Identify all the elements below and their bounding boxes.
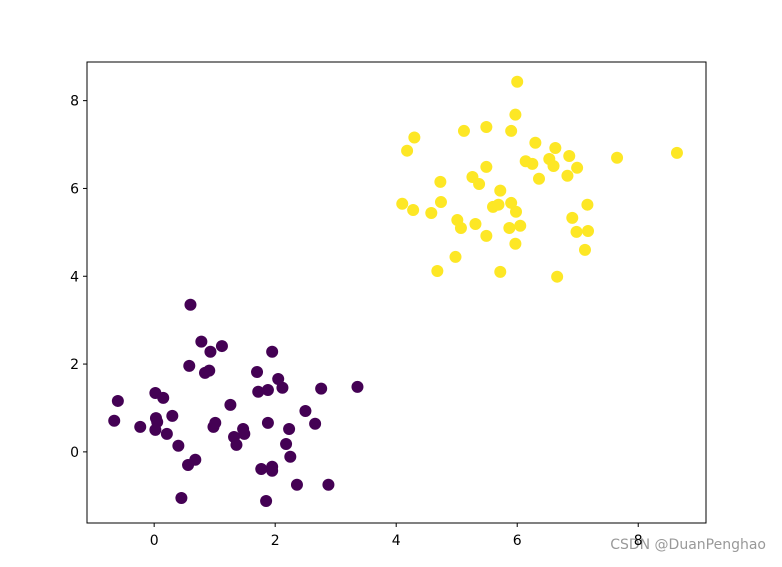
scatter-point <box>571 161 584 174</box>
scatter-point <box>166 409 179 422</box>
scatter-point <box>492 198 505 211</box>
scatter-point <box>509 108 522 121</box>
scatter-point <box>480 120 493 133</box>
scatter-point <box>434 196 447 209</box>
scatter-point <box>510 205 523 218</box>
scatter-point <box>284 450 297 463</box>
scatter-point <box>581 198 594 211</box>
scatter-point <box>511 75 524 88</box>
scatter-point <box>401 144 414 157</box>
scatter-point <box>238 427 251 440</box>
scatter-point <box>290 478 303 491</box>
scatter-point <box>549 142 562 155</box>
scatter-point <box>457 124 470 137</box>
scatter-point <box>611 151 624 164</box>
scatter-point <box>396 197 409 210</box>
scatter-point <box>473 178 486 191</box>
plot-frame <box>86 61 707 524</box>
scatter-point <box>670 146 683 159</box>
scatter-point <box>299 405 312 418</box>
scatter-point <box>570 225 583 238</box>
x-tick-label: 2 <box>271 533 280 549</box>
scatter-point <box>157 391 170 404</box>
scatter-point <box>261 416 274 429</box>
scatter-point <box>108 414 121 427</box>
scatter-point <box>184 298 197 311</box>
x-tick-label: 0 <box>150 533 159 549</box>
scatter-point <box>204 345 217 358</box>
scatter-point <box>469 218 482 231</box>
scatter-point <box>195 335 208 348</box>
x-tick-label: 4 <box>392 533 401 549</box>
y-tick-label: 6 <box>70 181 79 197</box>
scatter-point <box>505 124 518 137</box>
scatter-point <box>561 169 574 182</box>
scatter-point <box>351 380 364 393</box>
scatter-point <box>251 365 264 378</box>
scatter-point <box>526 157 539 170</box>
scatter-point <box>230 438 243 451</box>
scatter-point <box>260 495 273 508</box>
scatter-point <box>322 478 335 491</box>
scatter-point <box>505 196 518 209</box>
scatter-point <box>425 207 438 220</box>
scatter-point <box>551 270 564 283</box>
scatter-point <box>431 264 444 277</box>
scatter-point <box>134 420 147 433</box>
scatter-point <box>309 417 322 430</box>
scatter-point <box>547 160 560 173</box>
scatter-point <box>175 491 188 504</box>
y-tick-label: 4 <box>70 269 79 285</box>
scatter-point <box>566 211 579 224</box>
scatter-point <box>149 423 162 436</box>
scatter-point <box>494 184 507 197</box>
scatter-point <box>480 160 493 173</box>
scatter-point <box>280 437 293 450</box>
scatter-point <box>480 229 493 242</box>
scatter-point <box>532 172 545 185</box>
scatter-point <box>272 372 285 385</box>
scatter-point <box>509 237 522 250</box>
scatter-point <box>454 221 467 234</box>
scatter-point <box>408 131 421 144</box>
y-tick-label: 8 <box>70 94 79 110</box>
scatter-point <box>215 340 228 353</box>
scatter-point <box>283 423 296 436</box>
scatter-point <box>582 225 595 238</box>
scatter-point <box>266 464 279 477</box>
y-tick-label: 2 <box>70 357 79 373</box>
scatter-point <box>514 219 527 232</box>
scatter-point <box>160 427 173 440</box>
scatter-point <box>529 136 542 149</box>
scatter-point <box>183 359 196 372</box>
x-tick-label: 6 <box>513 533 522 549</box>
scatter-point <box>224 398 237 411</box>
x-tick-label: 8 <box>634 533 643 549</box>
scatter-point <box>172 439 185 452</box>
scatter-point <box>434 175 447 188</box>
scatter-point <box>503 221 516 234</box>
scatter-point <box>111 394 124 407</box>
scatter-point <box>252 385 265 398</box>
scatter-point <box>407 203 420 216</box>
scatter-point <box>255 462 268 475</box>
scatter-point <box>182 459 195 472</box>
scatter-point <box>266 345 279 358</box>
scatter-point <box>578 243 591 256</box>
scatter-point <box>315 382 328 395</box>
y-tick-label: 0 <box>70 445 79 461</box>
scatter-point <box>261 383 274 396</box>
watermark: CSDN @DuanPenghao <box>610 537 766 553</box>
scatter-point <box>494 265 507 278</box>
scatter-point <box>449 250 462 263</box>
scatter-point <box>563 149 576 162</box>
scatter-point <box>209 416 222 429</box>
scatter-point <box>198 366 211 379</box>
